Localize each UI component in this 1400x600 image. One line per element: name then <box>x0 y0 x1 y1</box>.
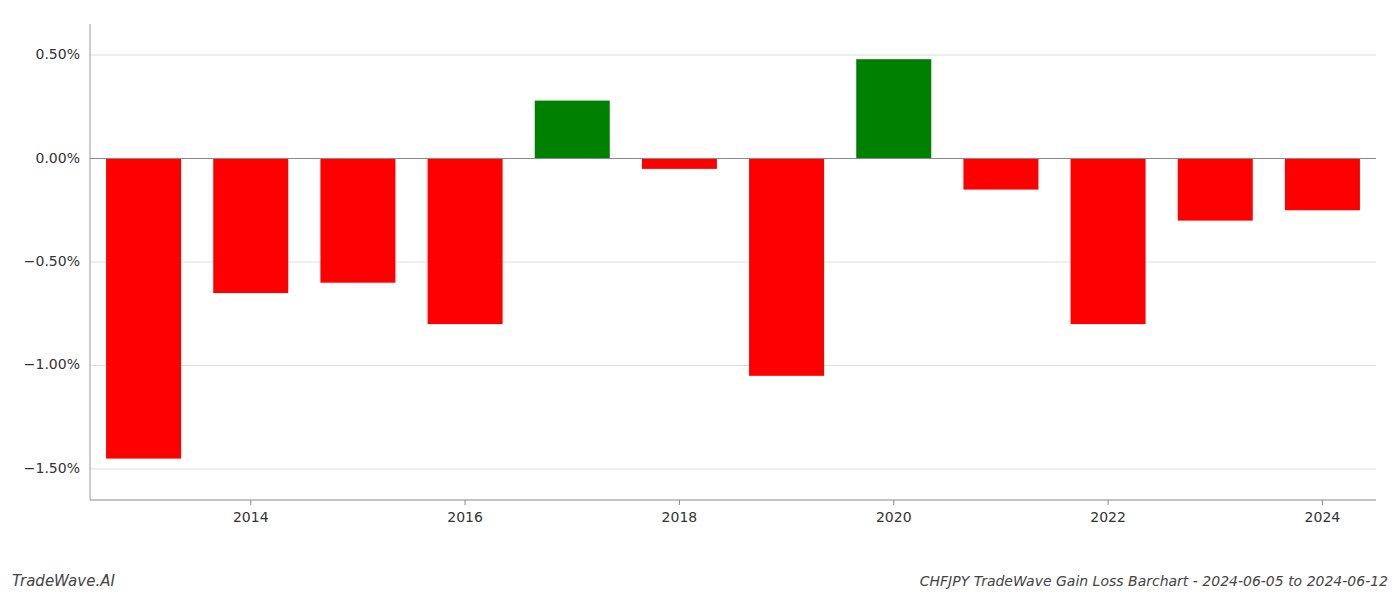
x-tick-label: 2024 <box>1305 509 1341 525</box>
y-tick-label: −1.50% <box>24 460 80 476</box>
bar <box>428 159 503 325</box>
grid-line <box>90 365 1376 366</box>
grid-line <box>90 158 1376 159</box>
x-tick-label: 2018 <box>662 509 698 525</box>
grid-line <box>90 468 1376 469</box>
watermark: TradeWave.AI <box>12 572 115 590</box>
x-tick <box>893 500 894 505</box>
bar <box>320 159 395 283</box>
bar <box>213 159 288 294</box>
background <box>0 0 1400 600</box>
bar <box>1178 159 1253 221</box>
bar <box>106 159 181 459</box>
y-axis-line <box>90 24 91 500</box>
zero-line <box>90 158 1376 159</box>
bar <box>535 101 610 159</box>
x-tick <box>250 500 251 505</box>
bar <box>749 159 824 376</box>
x-axis-line <box>90 500 1376 501</box>
x-tick-label: 2022 <box>1090 509 1126 525</box>
bar <box>1071 159 1146 325</box>
y-tick-label: 0.50% <box>36 46 80 62</box>
y-tick-label: 0.00% <box>36 150 80 166</box>
bar <box>1285 159 1360 211</box>
grid-line <box>90 55 1376 56</box>
x-tick-label: 2014 <box>233 509 269 525</box>
bar <box>642 159 717 169</box>
x-tick <box>1322 500 1323 505</box>
x-tick <box>1108 500 1109 505</box>
title: CHFJPY TradeWave Gain Loss Barchart - 20… <box>920 573 1388 589</box>
bars <box>106 59 1360 458</box>
y-tick-label: −1.00% <box>24 356 80 372</box>
y-grid <box>90 55 1376 469</box>
x-tick <box>679 500 680 505</box>
bar <box>963 159 1038 190</box>
y-tick-label: −0.50% <box>24 253 80 269</box>
x-tick-label: 2016 <box>447 509 483 525</box>
x-tick-label: 2020 <box>876 509 912 525</box>
chart: −1.50% −1.00% −0.50% 0.00% 0.50% 2014 2016 2018… <box>0 0 1400 600</box>
x-tick <box>465 500 466 505</box>
bar <box>856 59 931 158</box>
